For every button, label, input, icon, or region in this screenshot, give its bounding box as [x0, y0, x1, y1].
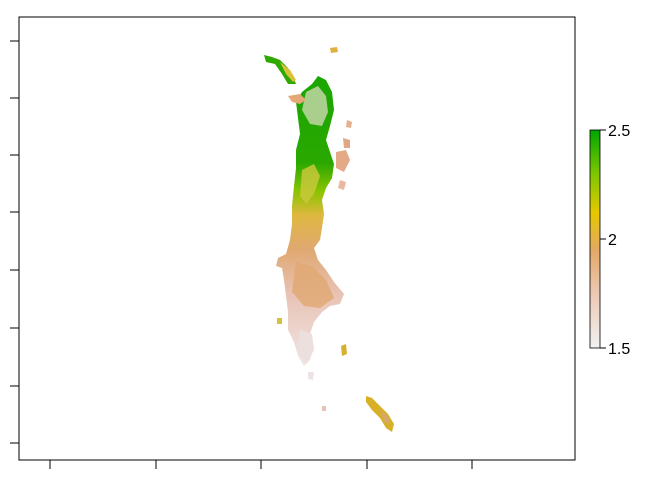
- east-islet-4: [338, 180, 346, 190]
- northern-bay: [288, 94, 306, 104]
- northern-peninsula: [264, 55, 296, 84]
- legend-labels: 2.5 2 1.5: [608, 123, 630, 358]
- legend: 2.5 2 1.5: [589, 123, 630, 358]
- east-islet-1: [336, 150, 350, 172]
- southern-tip: [298, 330, 314, 364]
- x-axis: [49, 460, 473, 469]
- y-axis: [10, 40, 19, 444]
- northern-peninsula-coast: [280, 62, 296, 82]
- south-islet-1: [341, 344, 347, 356]
- south-islet-4: [322, 406, 326, 411]
- southeast-island: [366, 396, 394, 432]
- northern-highland: [302, 86, 328, 126]
- south-islet-2: [277, 318, 282, 324]
- southeast-island-inner: [380, 410, 390, 424]
- legend-tick-label: 1.5: [608, 341, 630, 358]
- north-islet: [330, 47, 338, 53]
- legend-tick-label: 2.5: [608, 123, 630, 140]
- plot-frame: [18, 16, 576, 461]
- legend-tick-label: 2: [608, 232, 617, 249]
- raster-map: [264, 47, 394, 432]
- legend-ticks: [600, 129, 606, 349]
- east-islet-2: [343, 138, 350, 148]
- legend-colorbar: [589, 129, 601, 349]
- central-ridge: [300, 164, 320, 204]
- east-islet-3: [346, 120, 352, 128]
- southern-lowland: [292, 262, 334, 308]
- south-islet-3: [308, 372, 314, 380]
